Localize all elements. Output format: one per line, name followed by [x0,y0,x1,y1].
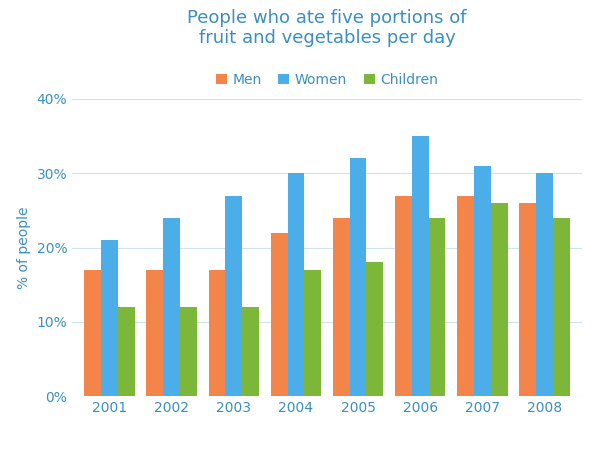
Bar [84,270,101,396]
Bar [118,307,134,396]
Bar [226,195,242,396]
Bar [209,270,226,396]
Bar [242,307,259,396]
Bar [457,195,474,396]
Bar [428,218,445,396]
Bar [412,136,428,396]
Bar [304,270,321,396]
Bar [474,166,491,396]
Bar [367,262,383,396]
Bar [287,173,304,396]
Bar [101,240,118,396]
Bar [491,203,508,396]
Bar [553,218,570,396]
Bar [163,218,180,396]
Y-axis label: % of people: % of people [17,206,31,289]
Bar [350,158,367,396]
Bar [395,195,412,396]
Bar [520,203,536,396]
Title: People who ate five portions of
fruit and vegetables per day: People who ate five portions of fruit an… [187,9,467,47]
Bar [180,307,197,396]
Bar [271,233,287,396]
Bar [333,218,350,396]
Bar [536,173,553,396]
Bar [146,270,163,396]
Legend: Men, Women, Children: Men, Women, Children [210,68,444,92]
